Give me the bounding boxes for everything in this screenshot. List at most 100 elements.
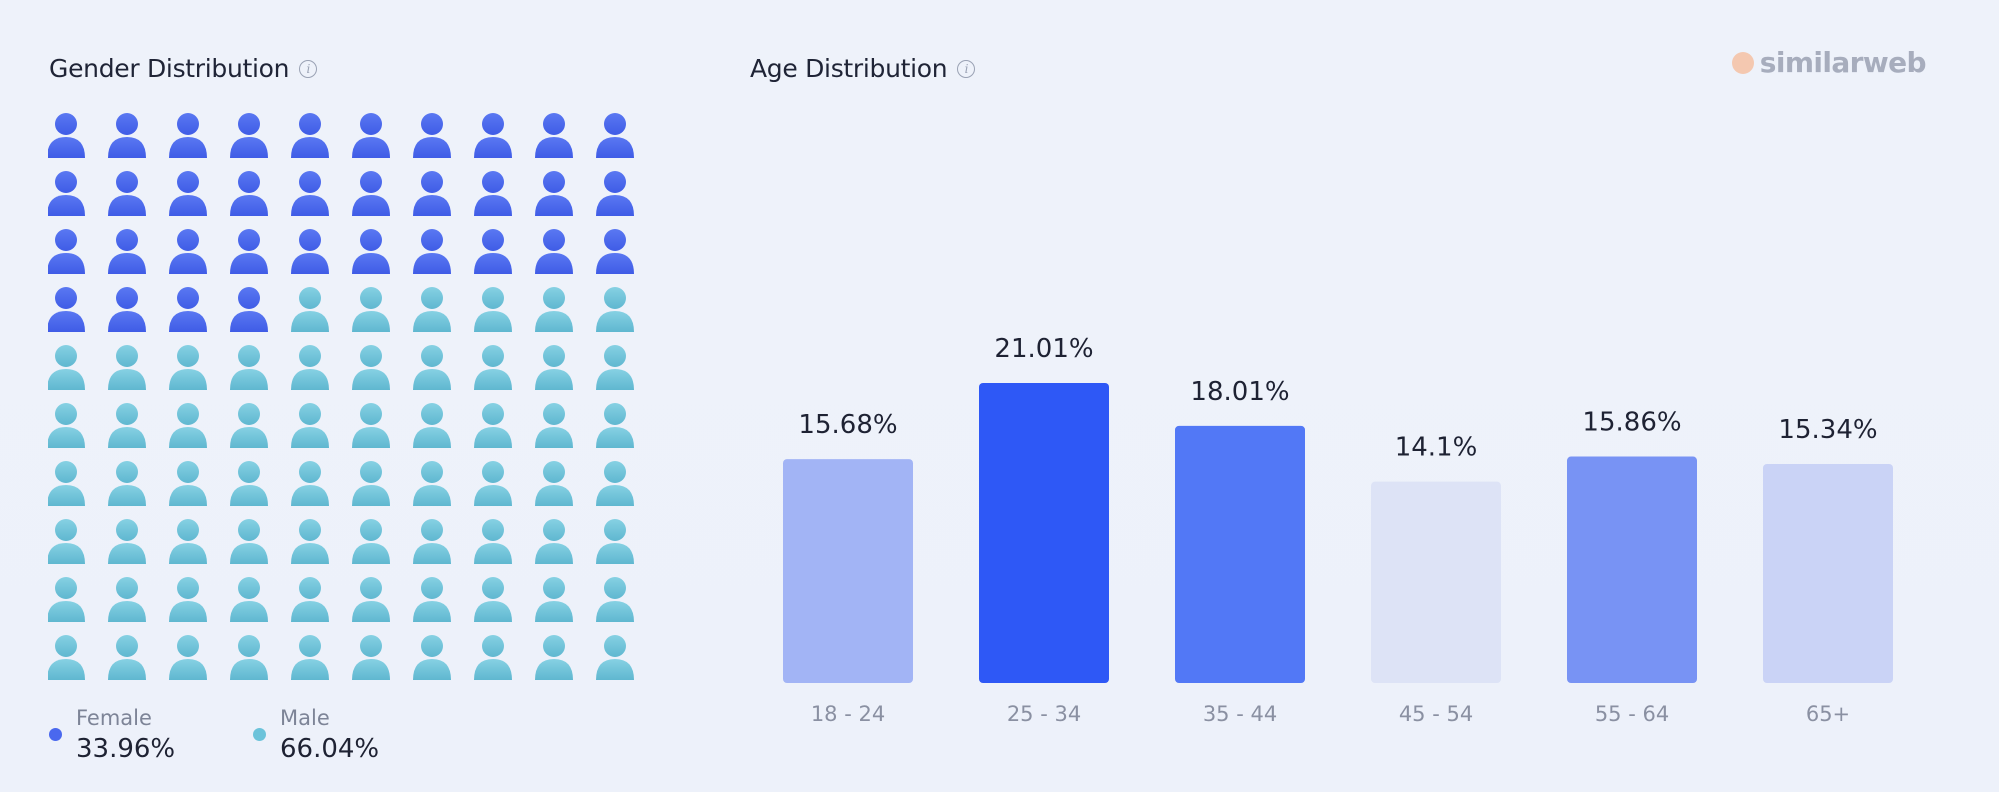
female-person-icon	[291, 171, 329, 216]
male-person-icon	[596, 403, 634, 448]
female-person-icon	[535, 113, 573, 158]
male-person-icon	[474, 403, 512, 448]
male-person-icon	[48, 519, 85, 564]
female-value: 33.96%	[76, 734, 176, 764]
female-label: Female	[76, 706, 152, 730]
female-person-icon	[48, 171, 85, 216]
age-bar[interactable]	[1371, 481, 1501, 683]
age-distribution-chart: 15.68% 18 - 24 21.01% 25 - 34 18.01% 35 - 44 1…	[783, 334, 1893, 726]
male-person-icon	[535, 345, 573, 390]
gender-distribution-title: Gender Distribution i	[49, 54, 318, 83]
male-person-icon	[230, 461, 268, 506]
male-person-icon	[596, 287, 634, 332]
male-person-icon	[169, 403, 207, 448]
brand-logo: similarweb	[1730, 46, 1927, 79]
male-person-icon	[291, 403, 329, 448]
male-person-icon	[230, 519, 268, 564]
female-person-icon	[230, 229, 268, 274]
age-bar[interactable]	[979, 383, 1109, 683]
female-person-icon	[535, 171, 573, 216]
female-person-icon	[108, 287, 146, 332]
male-person-icon	[169, 345, 207, 390]
similarweb-logo-icon	[1731, 51, 1754, 74]
female-person-icon	[413, 229, 451, 274]
age-bar[interactable]	[783, 459, 913, 683]
female-person-icon	[108, 113, 146, 158]
age-bar[interactable]	[1175, 425, 1305, 683]
male-person-icon	[352, 577, 390, 622]
male-person-icon	[352, 635, 390, 680]
male-person-icon	[291, 287, 329, 332]
male-person-icon	[535, 403, 573, 448]
male-person-icon	[352, 287, 390, 332]
male-person-icon	[108, 635, 146, 680]
male-person-icon	[230, 345, 268, 390]
female-person-icon	[352, 229, 390, 274]
female-person-icon	[169, 287, 207, 332]
female-person-icon	[352, 171, 390, 216]
bar-value-label: 14.1%	[1395, 433, 1478, 463]
female-person-icon	[48, 229, 85, 274]
brand-name: similarweb	[1759, 46, 1927, 79]
male-person-icon	[352, 519, 390, 564]
male-person-icon	[352, 403, 390, 448]
female-person-icon	[596, 171, 634, 216]
female-person-icon	[291, 229, 329, 274]
info-icon[interactable]: i	[957, 59, 976, 78]
male-person-icon	[596, 577, 634, 622]
age-category-label: 45 - 54	[1399, 702, 1473, 726]
male-person-icon	[108, 345, 146, 390]
male-dot	[253, 728, 266, 741]
male-person-icon	[48, 345, 85, 390]
male-person-icon	[413, 519, 451, 564]
male-person-icon	[48, 577, 85, 622]
male-person-icon	[413, 287, 451, 332]
male-person-icon	[596, 461, 634, 506]
male-person-icon	[169, 519, 207, 564]
male-person-icon	[413, 403, 451, 448]
female-person-icon	[230, 171, 268, 216]
info-icon[interactable]: i	[299, 59, 318, 78]
male-person-icon	[291, 519, 329, 564]
female-person-icon	[108, 171, 146, 216]
female-person-icon	[169, 113, 207, 158]
male-person-icon	[169, 635, 207, 680]
male-person-icon	[291, 461, 329, 506]
bar-value-label: 15.34%	[1778, 415, 1877, 445]
male-person-icon	[108, 403, 146, 448]
age-bar[interactable]	[1567, 456, 1697, 683]
female-person-icon	[413, 171, 451, 216]
male-person-icon	[352, 461, 390, 506]
male-person-icon	[291, 635, 329, 680]
male-person-icon	[413, 577, 451, 622]
male-person-icon	[535, 635, 573, 680]
gender-pictograph	[48, 113, 634, 680]
male-person-icon	[230, 577, 268, 622]
female-person-icon	[596, 229, 634, 274]
male-person-icon	[596, 635, 634, 680]
male-person-icon	[596, 519, 634, 564]
female-person-icon	[230, 287, 268, 332]
male-person-icon	[535, 577, 573, 622]
male-person-icon	[48, 403, 85, 448]
bar-value-label: 15.68%	[798, 410, 897, 440]
male-person-icon	[169, 577, 207, 622]
female-person-icon	[474, 171, 512, 216]
female-person-icon	[535, 229, 573, 274]
male-person-icon	[352, 345, 390, 390]
male-person-icon	[535, 519, 573, 564]
age-bar[interactable]	[1763, 463, 1893, 683]
male-person-icon	[535, 461, 573, 506]
age-category-label: 55 - 64	[1595, 702, 1669, 726]
bar-value-label: 21.01%	[994, 334, 1093, 364]
female-person-icon	[230, 113, 268, 158]
bar-value-label: 15.86%	[1582, 408, 1681, 438]
male-person-icon	[169, 461, 207, 506]
male-person-icon	[230, 403, 268, 448]
age-category-label: 18 - 24	[811, 702, 885, 726]
male-person-icon	[48, 635, 85, 680]
age-category-label: 25 - 34	[1007, 702, 1081, 726]
male-person-icon	[474, 519, 512, 564]
female-dot	[49, 728, 62, 741]
female-person-icon	[108, 229, 146, 274]
